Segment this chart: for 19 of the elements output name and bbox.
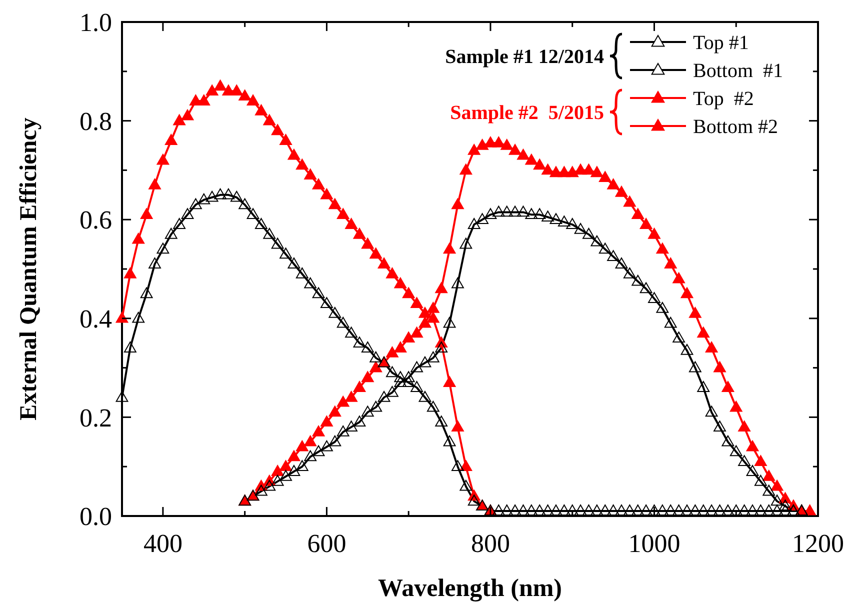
x-tick-label: 1000	[628, 529, 680, 558]
x-tick-label: 800	[470, 529, 510, 558]
annotation: Sample #1 12/2014	[445, 46, 604, 68]
y-tick-label: 0.6	[80, 206, 112, 235]
legend-label: Bottom #2	[693, 116, 778, 138]
legend-label: Bottom #1	[693, 60, 784, 82]
legend-label: Top #2	[693, 88, 754, 110]
y-axis-title: External Quantum Efficiency	[16, 118, 42, 420]
y-tick-label: 0.0	[80, 502, 112, 532]
y-tick-label: 0.2	[80, 403, 112, 432]
y-tick-label: 0.4	[80, 304, 112, 334]
x-tick-label: 1200	[792, 529, 844, 558]
x-tick-label: 400	[143, 529, 182, 558]
x-tick-label: 600	[307, 529, 346, 558]
annotation: Sample #2 5/2015	[450, 102, 604, 124]
x-axis-title: Wavelength (nm)	[378, 575, 562, 602]
y-tick-label: 1.0	[80, 8, 112, 38]
y-tick-label: 0.8	[80, 106, 112, 136]
legend-label: Top #1	[693, 32, 749, 54]
